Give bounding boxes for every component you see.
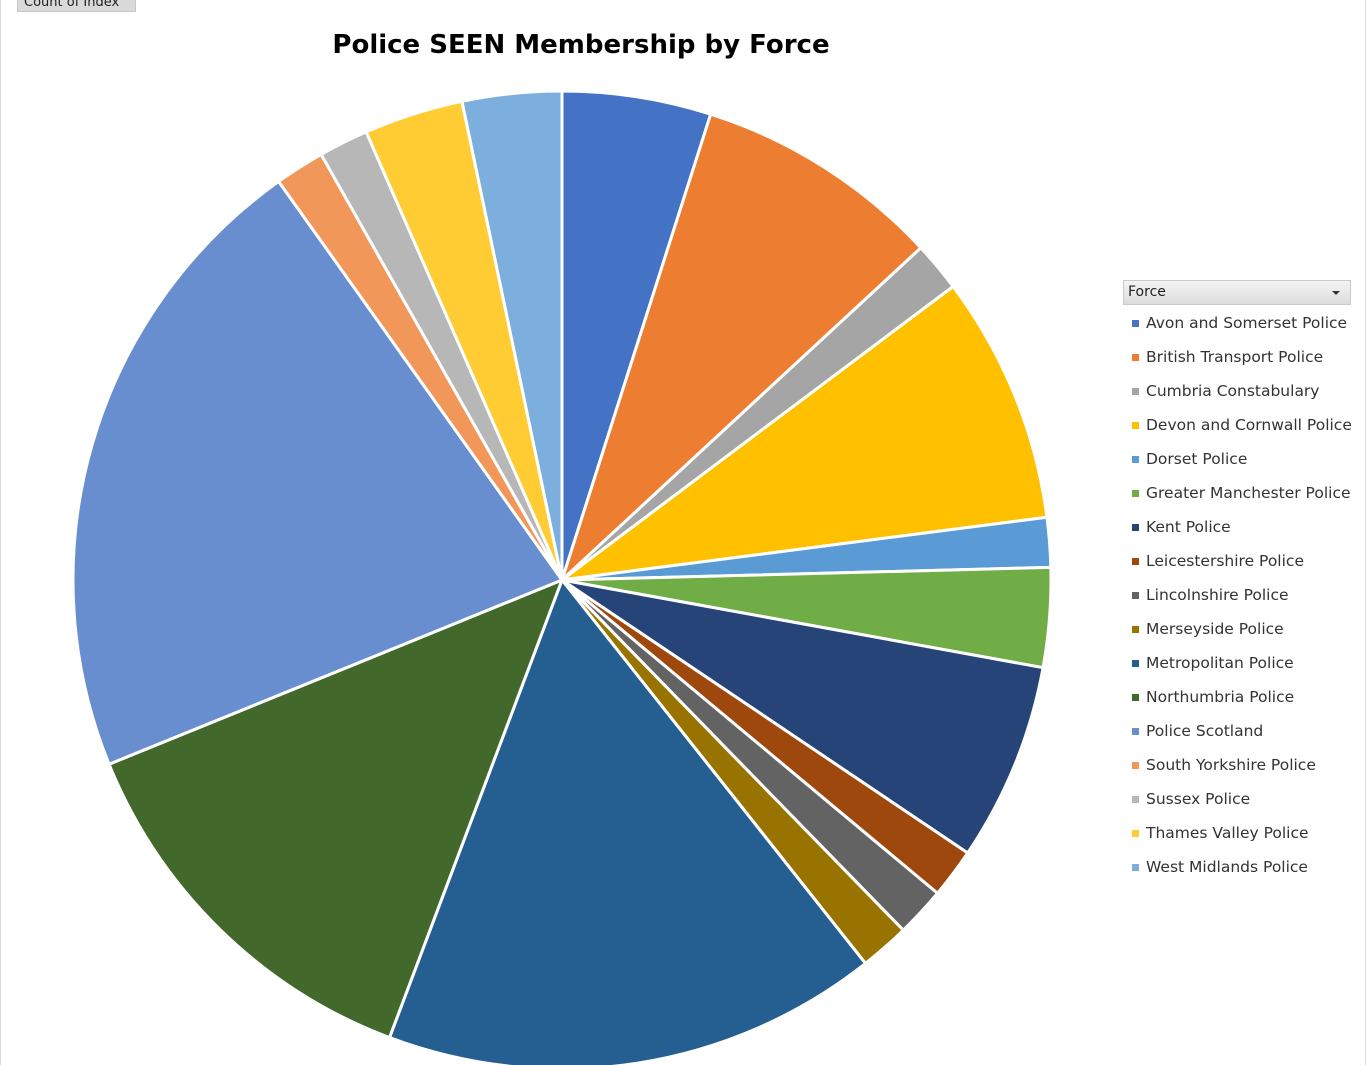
pie-slice-7[interactable] bbox=[560, 578, 1045, 855]
legend-swatch bbox=[1132, 456, 1139, 463]
legend-label: British Transport Police bbox=[1146, 348, 1324, 366]
legend-label: Lincolnshire Police bbox=[1146, 586, 1289, 604]
legend-swatch bbox=[1132, 490, 1139, 497]
legend-swatch bbox=[1132, 762, 1139, 769]
legend-label: Kent Police bbox=[1146, 518, 1231, 536]
pie-slice-4[interactable] bbox=[560, 284, 1049, 582]
legend-swatch bbox=[1132, 864, 1139, 871]
legend-swatch bbox=[1132, 354, 1139, 361]
legend-label: Devon and Cornwall Police bbox=[1146, 416, 1352, 434]
legend-label: Avon and Somerset Police bbox=[1146, 314, 1348, 332]
legend-filter-button[interactable]: Force bbox=[1123, 280, 1351, 305]
legend-label: West Midlands Police bbox=[1146, 858, 1308, 876]
legend-swatch bbox=[1132, 728, 1139, 735]
legend-swatch bbox=[1132, 388, 1139, 395]
chart-title: Police SEEN Membership by Force bbox=[332, 30, 830, 60]
legend-label: Greater Manchester Police bbox=[1146, 484, 1351, 502]
chevron-down-icon[interactable] bbox=[1332, 291, 1340, 295]
pie-slice-2[interactable] bbox=[560, 112, 923, 582]
pie-slice-17[interactable] bbox=[460, 89, 564, 582]
legend-label: South Yorkshire Police bbox=[1146, 756, 1316, 774]
legend-label: Thames Valley Police bbox=[1146, 824, 1309, 842]
legend-label: Cumbria Constabulary bbox=[1146, 382, 1320, 400]
legend-swatch bbox=[1132, 558, 1139, 565]
legend-swatch bbox=[1132, 796, 1139, 803]
legend-swatch bbox=[1132, 524, 1139, 531]
value-field-button[interactable]: Count of Index bbox=[17, 0, 136, 12]
legend-swatch bbox=[1132, 626, 1139, 633]
pie-slice-13[interactable] bbox=[71, 179, 564, 766]
legend-title: Force bbox=[1128, 284, 1166, 300]
legend-label: Sussex Police bbox=[1146, 790, 1251, 808]
legend-swatch bbox=[1132, 830, 1139, 837]
legend-label: Dorset Police bbox=[1146, 450, 1248, 468]
legend-swatch bbox=[1132, 694, 1139, 701]
pie-slice-12[interactable] bbox=[107, 578, 564, 1040]
pie-slice-1[interactable] bbox=[560, 89, 713, 582]
legend-swatch bbox=[1132, 422, 1139, 429]
legend-label: Leicestershire Police bbox=[1146, 552, 1304, 570]
legend-swatch bbox=[1132, 660, 1139, 667]
legend-label: Northumbria Police bbox=[1146, 688, 1295, 706]
legend-swatch bbox=[1132, 320, 1139, 327]
legend-label: Metropolitan Police bbox=[1146, 654, 1294, 672]
legend-label: Police Scotland bbox=[1146, 722, 1264, 740]
legend-swatch bbox=[1132, 592, 1139, 599]
pie-slice-11[interactable] bbox=[388, 578, 867, 1065]
legend-label: Merseyside Police bbox=[1146, 620, 1284, 638]
